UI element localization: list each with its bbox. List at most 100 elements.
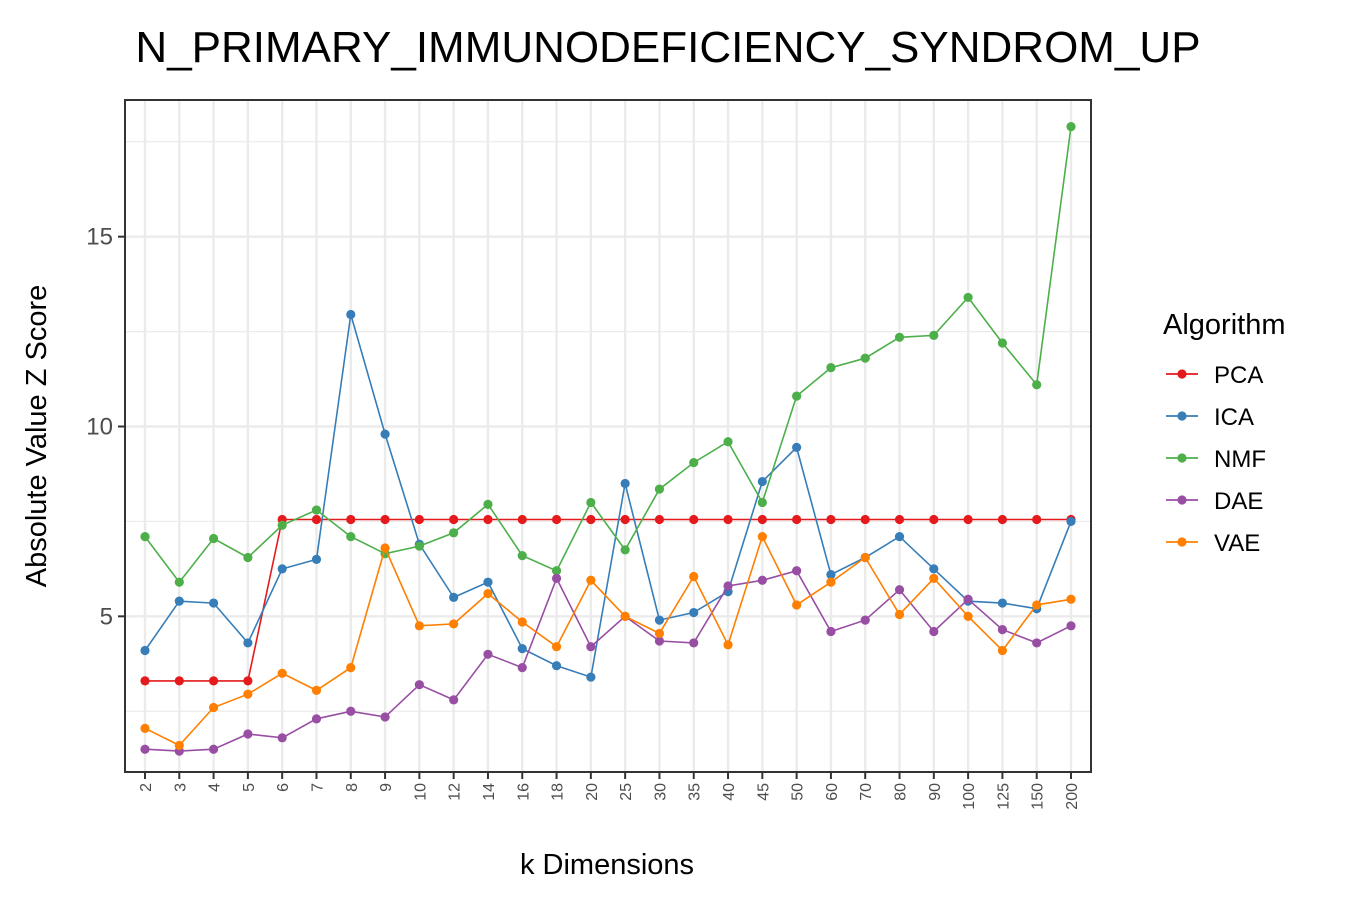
data-point-vae <box>1032 600 1042 610</box>
x-tick-label: 50 <box>790 783 807 801</box>
data-point-vae <box>997 645 1008 656</box>
data-point-pca <box>243 676 253 686</box>
data-point-nmf <box>620 545 630 555</box>
x-tick-label: 7 <box>309 783 326 792</box>
plot-panel-border <box>124 99 1092 773</box>
data-point-nmf <box>140 532 150 542</box>
data-point-vae <box>140 723 150 733</box>
data-point-ica <box>140 645 150 656</box>
data-point-dae <box>997 625 1008 635</box>
series-line-ica <box>144 314 1072 679</box>
data-point-dae <box>723 581 733 591</box>
series-layer <box>140 121 1076 756</box>
legend-label: VAE <box>1214 530 1260 557</box>
x-tick-label: 8 <box>344 783 361 792</box>
data-point-dae <box>208 744 219 754</box>
legend-label: NMF <box>1214 446 1266 473</box>
data-point-pca <box>551 514 562 525</box>
data-point-nmf <box>414 541 424 551</box>
data-point-vae <box>723 640 733 650</box>
x-tick-label: 20 <box>584 783 601 801</box>
data-point-nmf <box>654 484 665 494</box>
grid <box>125 100 1091 772</box>
data-point-vae <box>380 543 390 553</box>
data-point-pca <box>792 514 802 525</box>
data-point-nmf <box>586 497 596 508</box>
data-point-vae <box>517 617 527 627</box>
legend-label: PCA <box>1214 362 1263 389</box>
series-line-vae <box>144 534 1072 747</box>
data-point-vae <box>792 600 802 610</box>
data-point-pca <box>654 514 665 525</box>
legend-key-point <box>1177 495 1187 505</box>
x-axis-title: k Dimensions <box>520 849 694 881</box>
legend-title: Algorithm <box>1163 309 1286 341</box>
data-point-pca <box>414 514 424 525</box>
data-point-dae <box>689 638 699 648</box>
data-point-nmf <box>929 330 939 340</box>
y-axis-title: Absolute Value Z Score <box>21 285 53 588</box>
data-point-dae <box>654 636 665 646</box>
series-pca <box>140 514 1076 686</box>
legend-label: DAE <box>1214 488 1263 515</box>
data-point-ica <box>243 638 253 648</box>
data-point-ica <box>551 661 562 671</box>
data-point-nmf <box>689 457 699 468</box>
data-point-pca <box>517 514 527 525</box>
data-point-dae <box>311 714 322 724</box>
x-tick-label: 45 <box>755 783 772 801</box>
data-point-vae <box>894 609 905 620</box>
series-vae <box>140 532 1076 751</box>
data-point-ica <box>586 672 596 682</box>
data-point-dae <box>140 744 150 754</box>
data-point-ica <box>380 429 390 439</box>
data-point-pca <box>689 514 699 525</box>
chart-title: N_PRIMARY_IMMUNODEFICIENCY_SYNDROM_UP <box>135 23 1200 72</box>
data-point-pca <box>826 514 836 525</box>
x-tick-label: 9 <box>378 783 395 792</box>
x-tick-label: 150 <box>1030 783 1047 810</box>
y-tick-label: 5 <box>100 603 113 630</box>
data-point-pca <box>757 514 767 525</box>
data-point-nmf <box>826 363 836 373</box>
x-tick-label: 6 <box>275 783 292 792</box>
x-tick-label: 16 <box>515 783 532 801</box>
legend-label: ICA <box>1214 404 1254 431</box>
data-point-pca <box>929 514 939 525</box>
data-point-pca <box>140 676 150 686</box>
x-tick-label: 80 <box>893 783 910 801</box>
x-tick-label: 125 <box>995 783 1012 810</box>
data-point-dae <box>414 680 424 690</box>
data-point-vae <box>311 685 322 695</box>
legend-key-point <box>1177 537 1187 547</box>
data-point-dae <box>894 585 905 595</box>
data-point-nmf <box>997 338 1008 348</box>
data-point-nmf <box>277 520 287 530</box>
data-point-dae <box>380 712 390 722</box>
data-point-vae <box>346 662 356 673</box>
data-point-ica <box>792 442 802 452</box>
data-point-dae <box>792 566 802 576</box>
data-point-vae <box>1066 594 1076 604</box>
data-point-dae <box>1066 621 1076 631</box>
series-line-dae <box>144 569 1072 752</box>
x-tick-label: 3 <box>172 783 189 792</box>
data-point-vae <box>208 702 219 713</box>
y-tick-label: 10 <box>86 414 113 441</box>
data-point-dae <box>483 649 493 659</box>
x-tick-label: 10 <box>412 783 429 801</box>
legend-key-point <box>1177 411 1187 421</box>
data-point-nmf <box>551 566 562 576</box>
data-point-nmf <box>483 499 493 509</box>
data-point-pca <box>174 676 184 686</box>
data-point-dae <box>757 575 767 585</box>
data-point-pca <box>1032 514 1042 525</box>
data-point-ica <box>517 644 527 654</box>
legend-item-nmf: NMF <box>1166 446 1266 473</box>
data-point-dae <box>929 626 939 637</box>
x-tick-label: 40 <box>721 783 738 801</box>
data-point-pca <box>208 676 219 686</box>
data-point-vae <box>654 628 665 639</box>
data-point-vae <box>414 621 424 631</box>
